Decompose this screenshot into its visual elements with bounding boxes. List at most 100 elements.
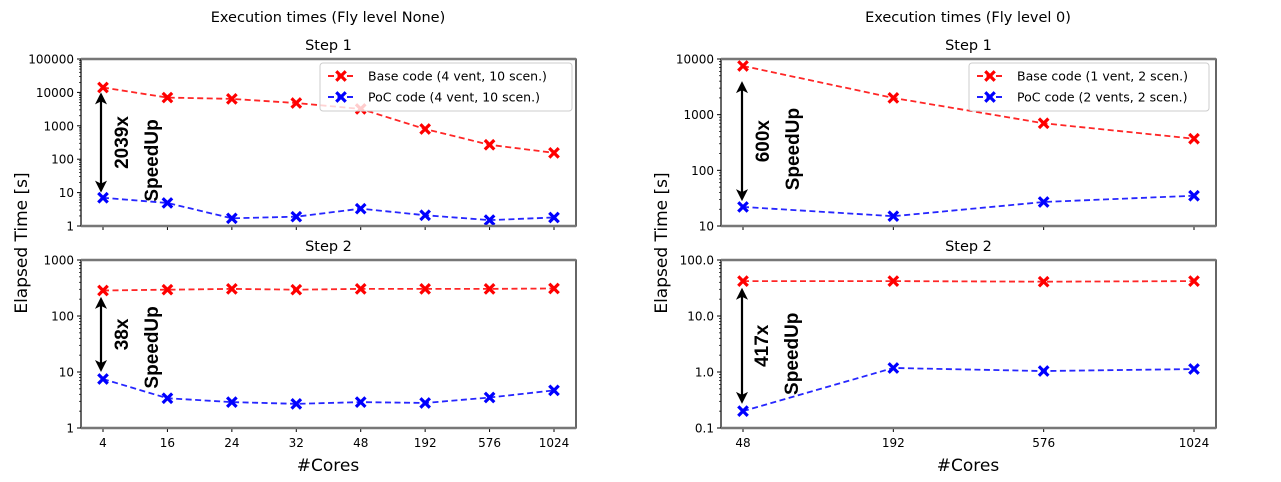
- y-tick-label: 0.1: [695, 422, 714, 436]
- y-tick-label: 1: [66, 422, 74, 436]
- y-tick-label: 1000: [43, 119, 74, 133]
- arrow-head-up-icon: [95, 296, 107, 309]
- data-point: [1037, 196, 1050, 208]
- x-tick-label: 576: [1032, 436, 1055, 450]
- data-point: [354, 396, 367, 408]
- legend-label: PoC code (4 vent, 10 scen.): [368, 90, 540, 105]
- data-point: [290, 97, 303, 109]
- data-point: [290, 397, 303, 410]
- legend-item: PoC code (2 vents, 2 scen.): [977, 90, 1188, 105]
- y-tick-label: 10.0: [687, 310, 714, 324]
- legend: Base code (1 vent, 2 scen.) PoC code (2 v…: [968, 62, 1210, 112]
- data-point: [548, 282, 560, 295]
- y-tick-label: 10: [59, 366, 74, 380]
- series-line: [742, 367, 1195, 413]
- legend-item: Base code (4 vent, 10 scen.): [328, 69, 547, 84]
- data-point: [97, 81, 109, 94]
- arrow-head-down-icon: [736, 391, 748, 404]
- y-tick-label: 100: [691, 164, 714, 178]
- data-point: [887, 210, 900, 223]
- data-point: [419, 123, 432, 135]
- data-point: [887, 92, 900, 104]
- data-point: [354, 202, 367, 215]
- y-tick-label: 100.0: [680, 254, 714, 268]
- speedup-value: 417x: [752, 324, 773, 367]
- panel-left-step2: Step 2 1 10 100 1000 4 16 24 32 48 192 576 1024 38x Sp…: [43, 239, 577, 450]
- data-point: [354, 283, 367, 295]
- series-poc-code: [737, 189, 1200, 223]
- data-point: [225, 212, 238, 225]
- legend-label: Base code (4 vent, 10 scen.): [368, 69, 547, 84]
- arrow-head-down-icon: [736, 189, 748, 202]
- legend-label: PoC code (2 vents, 2 scen.): [1017, 90, 1188, 105]
- series-line: [743, 280, 1195, 283]
- series-base-code: [737, 60, 1200, 145]
- right-ylabel: Elapsed Time [s]: [652, 172, 672, 313]
- subplot-title: Step 2: [945, 239, 992, 255]
- left-ylabel: Elapsed Time [s]: [12, 172, 32, 313]
- series-poc-code: [97, 373, 560, 410]
- data-point: [548, 211, 560, 224]
- arrow-head-up-icon: [736, 81, 748, 94]
- arrow-head-up-icon: [736, 287, 748, 300]
- legend: Base code (4 vent, 10 scen.) PoC code (4 …: [319, 62, 573, 112]
- data-point: [737, 60, 749, 72]
- series-base-code: [737, 275, 1200, 288]
- data-point: [483, 283, 496, 295]
- y-tick-label: 1.0: [695, 366, 714, 380]
- series-line: [742, 194, 1195, 218]
- data-point: [161, 392, 174, 405]
- y-tick-label: 10: [699, 220, 714, 234]
- data-point: [161, 91, 174, 104]
- data-point: [1188, 363, 1200, 375]
- x-tick-label: 48: [735, 436, 750, 450]
- speedup-label: SpeedUp: [142, 119, 163, 201]
- x-tick-label: 16: [160, 436, 175, 450]
- data-point: [737, 275, 749, 287]
- legend-item: PoC code (4 vent, 10 scen.): [328, 90, 540, 105]
- data-point: [1188, 132, 1200, 145]
- speedup-annotation: 2039x SpeedUp: [95, 92, 163, 202]
- data-point: [887, 362, 900, 374]
- subplot-title: Step 1: [945, 38, 992, 54]
- speedup-label: SpeedUp: [783, 108, 804, 190]
- y-tick-label: 100: [51, 153, 74, 167]
- data-point: [1188, 275, 1200, 287]
- y-tick-label: 10000: [36, 86, 74, 100]
- speedup-value: 2039x: [112, 116, 133, 169]
- y-tick-label: 1: [66, 220, 74, 234]
- speedup-annotation: 417x SpeedUp: [736, 287, 803, 404]
- series-line: [102, 287, 555, 292]
- legend-marker: [984, 70, 996, 82]
- subplot-title: Step 2: [305, 239, 352, 255]
- data-point: [887, 275, 900, 287]
- legend-marker: [984, 91, 996, 103]
- y-tick-label: 10: [59, 186, 74, 200]
- series-poc-code: [737, 362, 1200, 418]
- x-tick-label: 192: [882, 436, 905, 450]
- panel-right-step1: Step 1 10 100 1000 10000 600x SpeedUp Base code…: [676, 38, 1217, 234]
- left-xlabel: #Cores: [297, 456, 360, 476]
- data-point: [483, 138, 496, 151]
- x-tick-label: 1024: [539, 436, 570, 450]
- y-tick-label: 1000: [43, 254, 74, 268]
- speedup-value: 38x: [112, 318, 133, 350]
- data-point: [1037, 365, 1050, 377]
- data-point: [419, 209, 432, 222]
- y-tick-label: 100000: [28, 53, 74, 67]
- data-point: [290, 283, 303, 296]
- series-poc-code: [97, 191, 560, 226]
- speedup-label: SpeedUp: [142, 306, 163, 388]
- x-tick-label: 24: [224, 436, 239, 450]
- right-xlabel: #Cores: [937, 456, 1000, 476]
- x-tick-label: 48: [353, 436, 368, 450]
- arrow-head-up-icon: [95, 92, 107, 105]
- data-point: [1037, 275, 1050, 288]
- data-point: [97, 284, 109, 297]
- data-point: [483, 391, 496, 404]
- data-point: [225, 283, 238, 295]
- x-tick-label: 4: [99, 436, 107, 450]
- series-base-code: [97, 282, 560, 297]
- x-tick-label: 32: [289, 436, 304, 450]
